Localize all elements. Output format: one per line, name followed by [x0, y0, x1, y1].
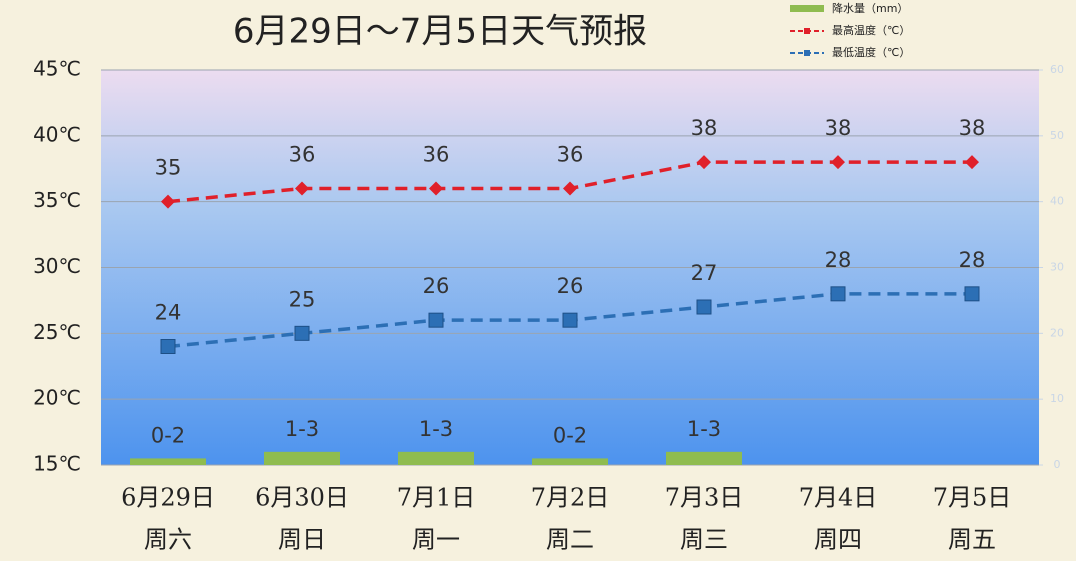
marker	[428, 312, 444, 328]
legend-label: 最高温度（℃）	[832, 23, 910, 37]
x-tick-label: 6月29日	[121, 484, 215, 512]
value-label: 38	[825, 116, 852, 140]
x-tick-sublabel: 周五	[948, 526, 996, 554]
x-tick-sublabel: 周六	[144, 526, 192, 554]
y2-tick-label: 10	[1050, 392, 1064, 405]
legend-label: 降水量（mm）	[832, 1, 908, 15]
marker	[294, 325, 310, 341]
value-label: 36	[423, 143, 450, 167]
y-tick-label: 40℃	[33, 122, 81, 146]
y2-tick-label: 40	[1050, 195, 1064, 208]
legend-marker	[804, 50, 810, 56]
legend-label: 最低温度（℃）	[832, 45, 910, 59]
marker	[965, 155, 979, 170]
marker	[697, 155, 711, 170]
value-label: 36	[557, 143, 584, 167]
x-tick-sublabel: 周一	[412, 526, 460, 554]
marker	[160, 339, 176, 354]
value-label: 38	[691, 116, 718, 140]
x-tick-label: 7月4日	[799, 484, 878, 512]
marker	[964, 286, 980, 302]
bar	[532, 458, 608, 465]
bar	[264, 451, 340, 465]
y2-tick-label: 60	[1050, 63, 1064, 76]
x-tick-sublabel: 周四	[814, 526, 862, 554]
value-label: 35	[155, 156, 182, 180]
y2-tick-label: 20	[1050, 326, 1064, 339]
x-tick-label: 7月5日	[933, 484, 1012, 512]
value-label: 36	[289, 143, 316, 167]
x-tick-label: 7月3日	[665, 484, 744, 512]
y2-tick-label: 30	[1050, 261, 1064, 274]
value-label: 1-3	[687, 417, 721, 441]
x-tick-label: 7月2日	[531, 484, 610, 512]
value-label: 26	[423, 274, 450, 298]
value-label: 0-2	[151, 423, 185, 447]
marker	[831, 155, 845, 170]
marker	[563, 181, 577, 196]
value-label: 27	[691, 261, 718, 285]
value-label: 0-2	[553, 423, 587, 447]
x-tick-sublabel: 周三	[680, 526, 728, 554]
bar	[666, 451, 742, 465]
marker	[830, 286, 846, 302]
y2-tick-label: 50	[1050, 129, 1064, 142]
y-tick-label: 30℃	[33, 254, 81, 278]
x-tick-sublabel: 周二	[546, 526, 594, 554]
bar	[130, 458, 206, 465]
value-label: 38	[959, 116, 986, 140]
chart-title: 6月29日～7月5日天气预报	[233, 12, 647, 52]
legend-marker	[804, 28, 810, 34]
marker	[295, 181, 309, 196]
marker	[562, 312, 578, 328]
legend-swatch	[790, 5, 824, 12]
y-tick-label: 15℃	[33, 452, 81, 476]
x-tick-label: 6月30日	[255, 484, 349, 512]
x-tick-label: 7月1日	[397, 484, 476, 512]
y-tick-label: 35℃	[33, 188, 81, 212]
marker	[161, 194, 175, 209]
x-tick-sublabel: 周日	[278, 526, 326, 554]
marker	[696, 299, 712, 315]
bar	[398, 451, 474, 465]
value-label: 26	[557, 274, 584, 298]
value-label: 1-3	[419, 417, 453, 441]
value-label: 25	[289, 287, 316, 311]
value-label: 1-3	[285, 417, 319, 441]
y2-tick-label: 0	[1054, 458, 1061, 471]
value-label: 24	[155, 301, 182, 325]
value-label: 28	[825, 248, 852, 272]
marker	[429, 181, 443, 196]
y-tick-label: 45℃	[33, 57, 81, 81]
y-tick-label: 20℃	[33, 386, 81, 410]
value-label: 28	[959, 248, 986, 272]
y-tick-label: 25℃	[33, 320, 81, 344]
